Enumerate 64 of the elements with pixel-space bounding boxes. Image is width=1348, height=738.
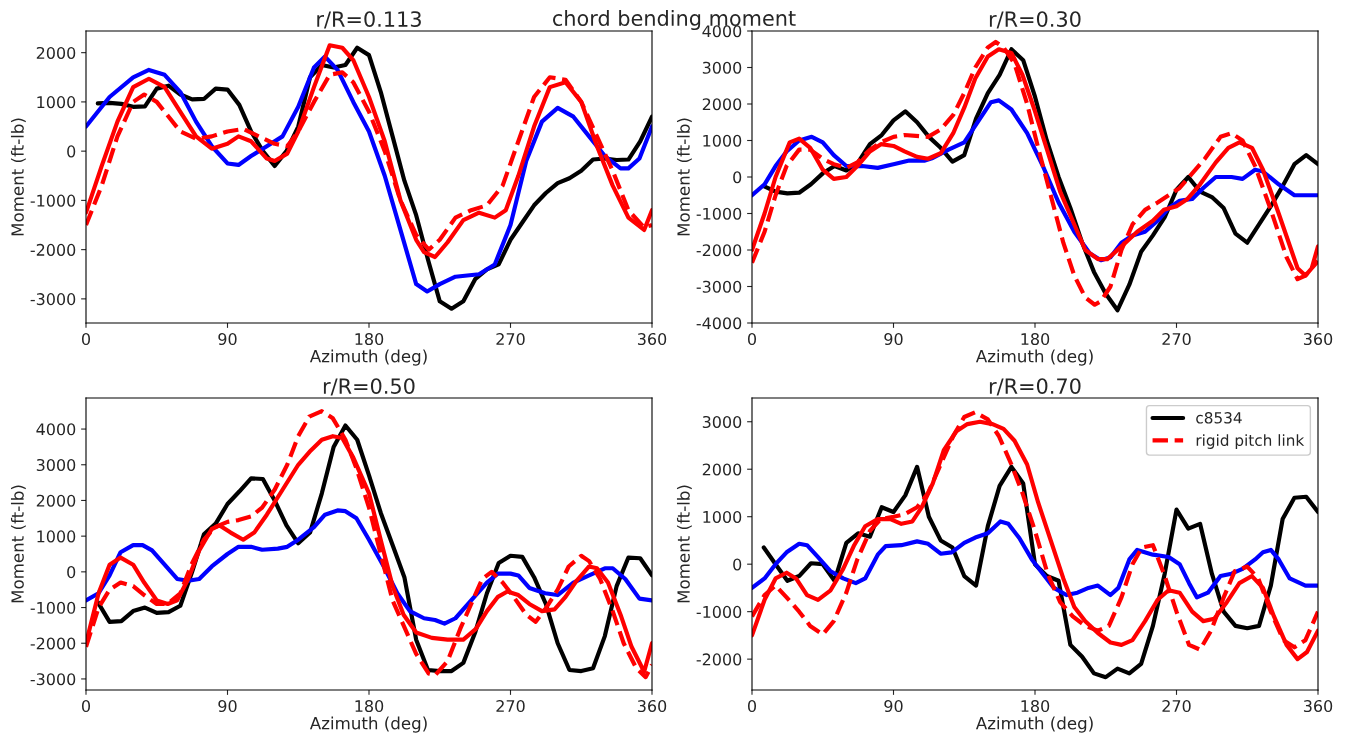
- x-tick-label: 360: [1303, 700, 1333, 713]
- y-tick-label: -2000: [696, 244, 742, 257]
- x-tick-label: 360: [1303, 333, 1333, 346]
- x-tick-label: 90: [218, 700, 237, 713]
- y-axis-title: Moment (ft-lb): [10, 485, 26, 603]
- y-tick-label: 2000: [36, 494, 76, 507]
- y-tick-label: 2000: [36, 46, 76, 59]
- y-tick-label: 3000: [702, 61, 742, 74]
- x-tick-label: 0: [747, 333, 757, 346]
- y-tick-label: 2000: [702, 98, 742, 111]
- y-tick-label: -2000: [30, 243, 76, 256]
- y-axis-title: Moment (ft-lb): [676, 118, 692, 236]
- x-axis-title: Azimuth (deg): [309, 716, 427, 733]
- y-tick-label: 0: [67, 145, 76, 158]
- line-series: [86, 43, 652, 260]
- y-tick-label: -1000: [696, 207, 742, 220]
- x-tick-label: 90: [218, 333, 237, 346]
- x-tick-label: 0: [81, 333, 91, 346]
- x-axis-title: Azimuth (deg): [309, 349, 427, 366]
- x-tick-label: 180: [355, 700, 384, 713]
- x-tick-label: 180: [355, 333, 384, 346]
- y-tick-label: 0: [67, 566, 76, 579]
- chart-title: r/R=0.30: [989, 11, 1081, 29]
- y-tick-label: 1000: [37, 96, 76, 109]
- y-tick-label: -3000: [30, 293, 76, 306]
- x-tick-label: 270: [1162, 700, 1191, 713]
- x-tick-label: 360: [637, 333, 667, 346]
- chart-title: r/R=0.70: [989, 378, 1081, 396]
- x-tick-label: 270: [1162, 333, 1191, 346]
- x-tick-label: 180: [1021, 700, 1050, 713]
- y-tick-label: -2000: [30, 637, 76, 650]
- legend-label: c8534: [1196, 412, 1242, 424]
- line-series: [752, 519, 1318, 600]
- y-tick-label: 1000: [703, 134, 742, 147]
- y-axis-title: Moment (ft-lb): [676, 485, 692, 603]
- y-tick-label: 1000: [37, 530, 76, 543]
- x-tick-label: 90: [884, 700, 903, 713]
- y-tick-label: 0: [733, 171, 742, 184]
- y-tick-label: 3000: [36, 458, 76, 472]
- chart-title: r/R=0.113: [317, 11, 421, 29]
- y-tick-label: 3000: [702, 415, 742, 429]
- y-tick-label: -4000: [696, 317, 742, 330]
- x-axis-title: Azimuth (deg): [975, 349, 1093, 366]
- y-tick-label: -3000: [696, 280, 742, 293]
- y-tick-label: 2000: [702, 463, 742, 476]
- x-tick-label: 360: [637, 700, 667, 713]
- x-tick-label: 90: [884, 333, 903, 346]
- x-tick-label: 270: [496, 333, 525, 346]
- x-tick-label: 0: [747, 700, 757, 713]
- y-tick-label: -3000: [30, 673, 76, 686]
- legend-label: rigid pitch link: [1196, 434, 1305, 449]
- y-tick-label: -1000: [30, 194, 76, 207]
- y-tick-label: -1000: [696, 605, 742, 618]
- y-tick-label: 4000: [36, 423, 76, 436]
- y-tick-label: -2000: [696, 653, 742, 666]
- y-axis-title: Moment (ft-lb): [10, 118, 26, 236]
- x-tick-label: 0: [81, 700, 91, 713]
- x-tick-label: 180: [1021, 333, 1050, 346]
- x-tick-label: 270: [496, 700, 525, 713]
- y-tick-label: 1000: [703, 510, 742, 523]
- chart-title: r/R=0.50: [323, 378, 415, 396]
- y-tick-label: 0: [733, 558, 742, 571]
- y-tick-label: -1000: [30, 601, 76, 614]
- x-axis-title: Azimuth (deg): [975, 716, 1093, 733]
